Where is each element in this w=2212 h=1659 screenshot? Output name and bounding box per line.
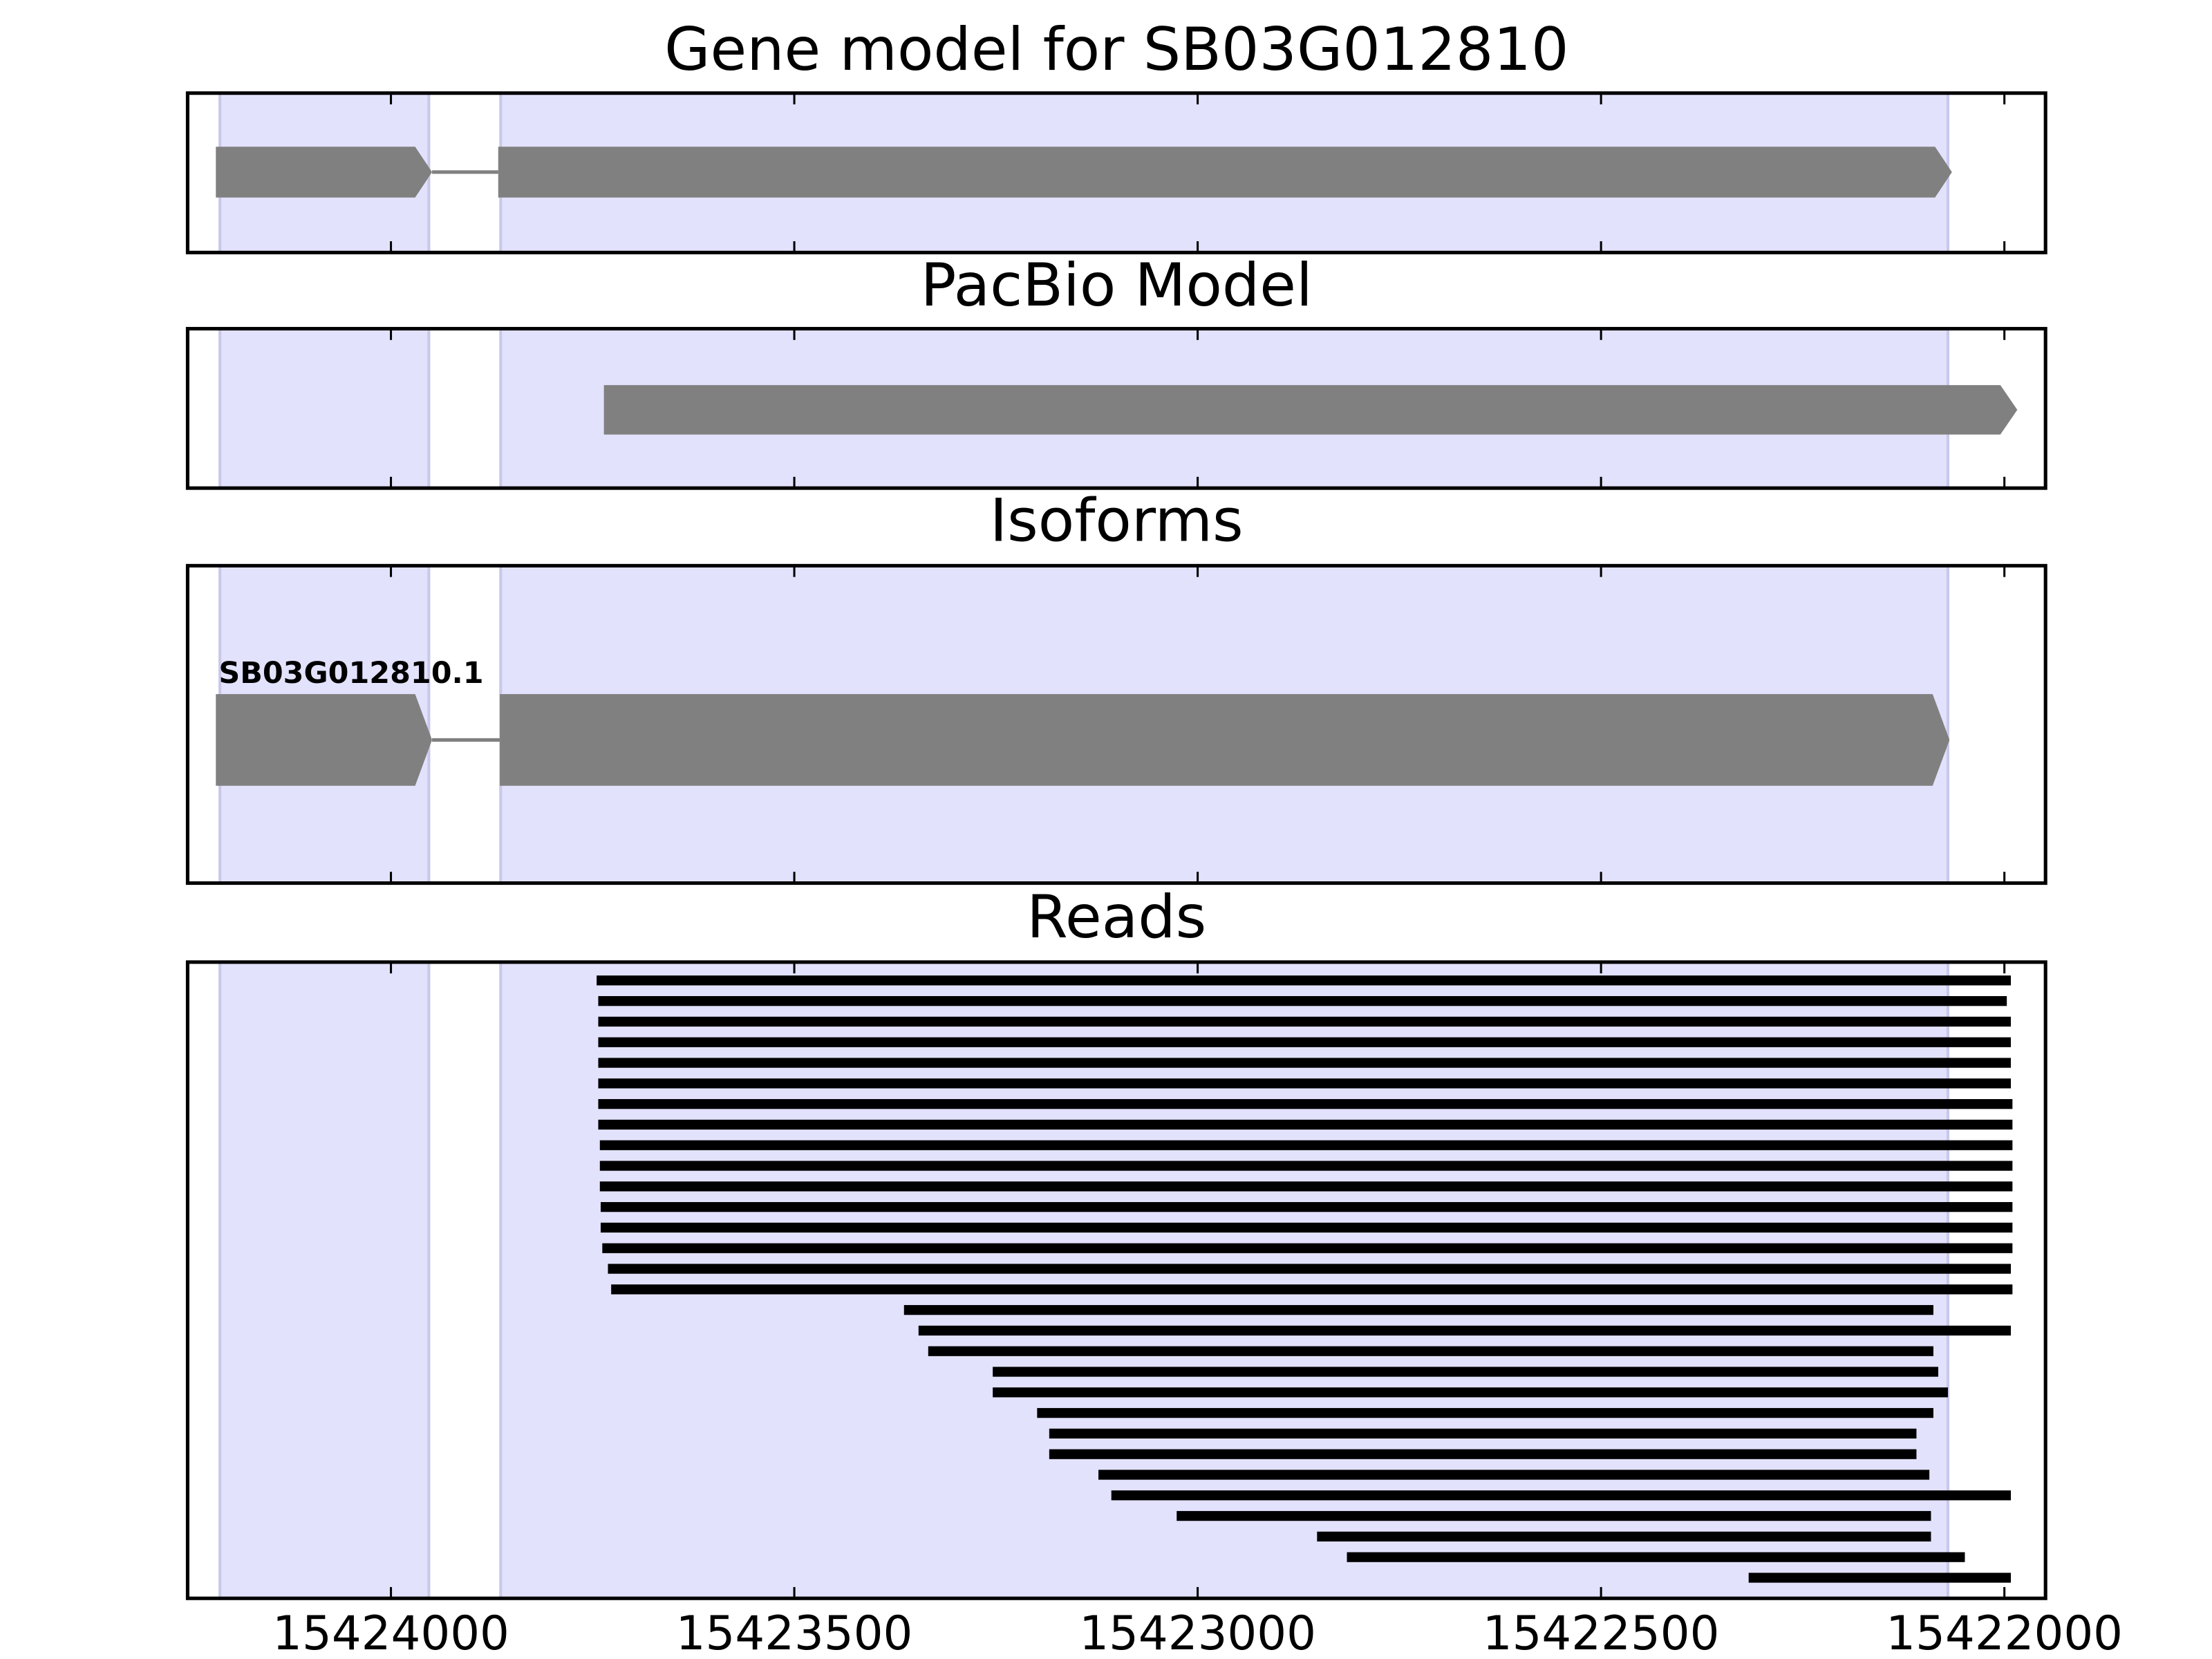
x-tick-label: 15423000 — [1079, 1606, 1316, 1659]
read — [1098, 1470, 1930, 1480]
read — [1049, 1449, 1917, 1459]
exon — [498, 147, 1952, 198]
panel-title: Gene model for SB03G012810 — [664, 15, 1568, 84]
read — [599, 1161, 2013, 1171]
read — [1037, 1407, 1933, 1418]
panel-frame — [185, 960, 2047, 1600]
read — [598, 1037, 2011, 1047]
read — [1748, 1573, 2011, 1583]
read — [903, 1304, 1933, 1315]
read — [1049, 1428, 1917, 1439]
read — [598, 1078, 2011, 1089]
x-tick-label: 15422500 — [1483, 1606, 1720, 1659]
read — [598, 1058, 2011, 1068]
read — [928, 1346, 1933, 1356]
read — [1347, 1552, 1965, 1562]
isoform-label: SB03G012810.1 — [218, 656, 483, 691]
panel-title: PacBio Model — [921, 251, 1313, 320]
exon-shade — [218, 960, 431, 1600]
panel-frame — [185, 91, 2047, 254]
panel-frame — [185, 563, 2047, 885]
read — [599, 1181, 2013, 1192]
read — [611, 1284, 2013, 1295]
read — [993, 1387, 1948, 1398]
panel-title: Isoforms — [990, 487, 1244, 556]
read — [608, 1264, 2011, 1274]
read — [993, 1367, 1938, 1377]
read — [1317, 1531, 1931, 1541]
read — [598, 1099, 2013, 1109]
exon — [216, 147, 433, 198]
read — [598, 1016, 2011, 1027]
read — [598, 1119, 2013, 1130]
read — [1111, 1490, 2011, 1501]
panel-title: Reads — [1027, 883, 1206, 952]
read — [600, 1201, 2013, 1212]
read — [597, 975, 2011, 986]
read — [1177, 1510, 1931, 1521]
read — [602, 1243, 2013, 1253]
read — [598, 996, 2007, 1006]
exon-shade — [218, 327, 431, 490]
exon — [603, 385, 2018, 435]
x-tick-label: 15422000 — [1886, 1606, 2123, 1659]
x-tick-label: 15424000 — [272, 1606, 509, 1659]
exon — [500, 694, 1950, 786]
read — [599, 1140, 2013, 1150]
exon-shade — [499, 960, 1950, 1600]
panel-frame — [185, 326, 2047, 490]
read — [918, 1325, 2011, 1336]
exon — [216, 694, 433, 786]
x-tick-label: 15423500 — [676, 1606, 913, 1659]
read — [600, 1222, 2013, 1233]
